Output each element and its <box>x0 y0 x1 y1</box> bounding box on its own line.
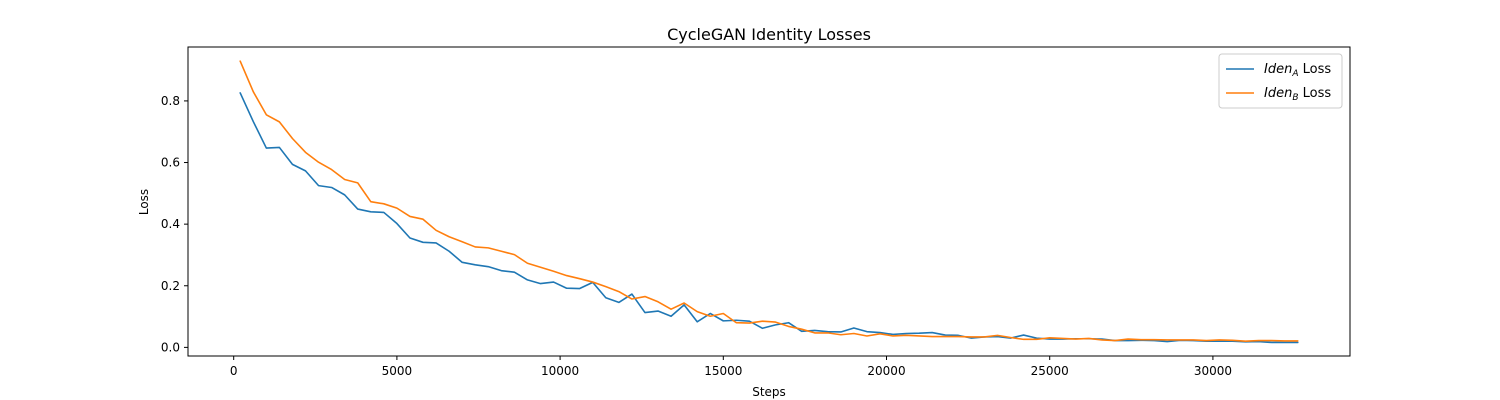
legend-label-base: Iden <box>1264 86 1292 101</box>
y-axis: 0.0 0.2 0.4 0.6 0.8 <box>161 94 188 354</box>
y-tick-label: 0.6 <box>161 156 180 170</box>
y-tick-label: 0.2 <box>161 279 180 293</box>
x-tick-label: 0 <box>230 364 238 378</box>
series-line-b <box>239 60 1299 343</box>
legend-label-suffix: Loss <box>1299 62 1332 77</box>
x-axis-label: Steps <box>752 385 786 399</box>
plot-frame <box>187 46 1351 357</box>
y-axis-label: Loss <box>137 189 151 215</box>
legend-label-base: Iden <box>1264 62 1292 77</box>
chart-title: CycleGAN Identity Losses <box>667 25 871 44</box>
legend-label-suffix: Loss <box>1299 86 1332 101</box>
x-tick-label: 15000 <box>704 364 742 378</box>
y-tick-label: 0.4 <box>161 217 180 231</box>
legend-label-subscript: B <box>1292 93 1298 103</box>
x-tick-label: 10000 <box>541 364 579 378</box>
x-axis: 0 5000 10000 15000 20000 25000 30000 <box>230 356 1232 378</box>
x-tick-label: 30000 <box>1194 364 1232 378</box>
series-layer <box>239 60 1299 344</box>
legend-box <box>1218 53 1343 109</box>
legend-label-subscript: A <box>1291 69 1298 79</box>
legend-label-a: IdenA Loss <box>1264 62 1331 79</box>
legend-label-b: IdenB Loss <box>1264 86 1331 103</box>
y-tick-label: 0.8 <box>161 94 180 108</box>
x-tick-label: 5000 <box>382 364 413 378</box>
y-tick-label: 0.0 <box>161 340 180 354</box>
x-tick-label: 25000 <box>1031 364 1069 378</box>
x-tick-label: 20000 <box>867 364 905 378</box>
